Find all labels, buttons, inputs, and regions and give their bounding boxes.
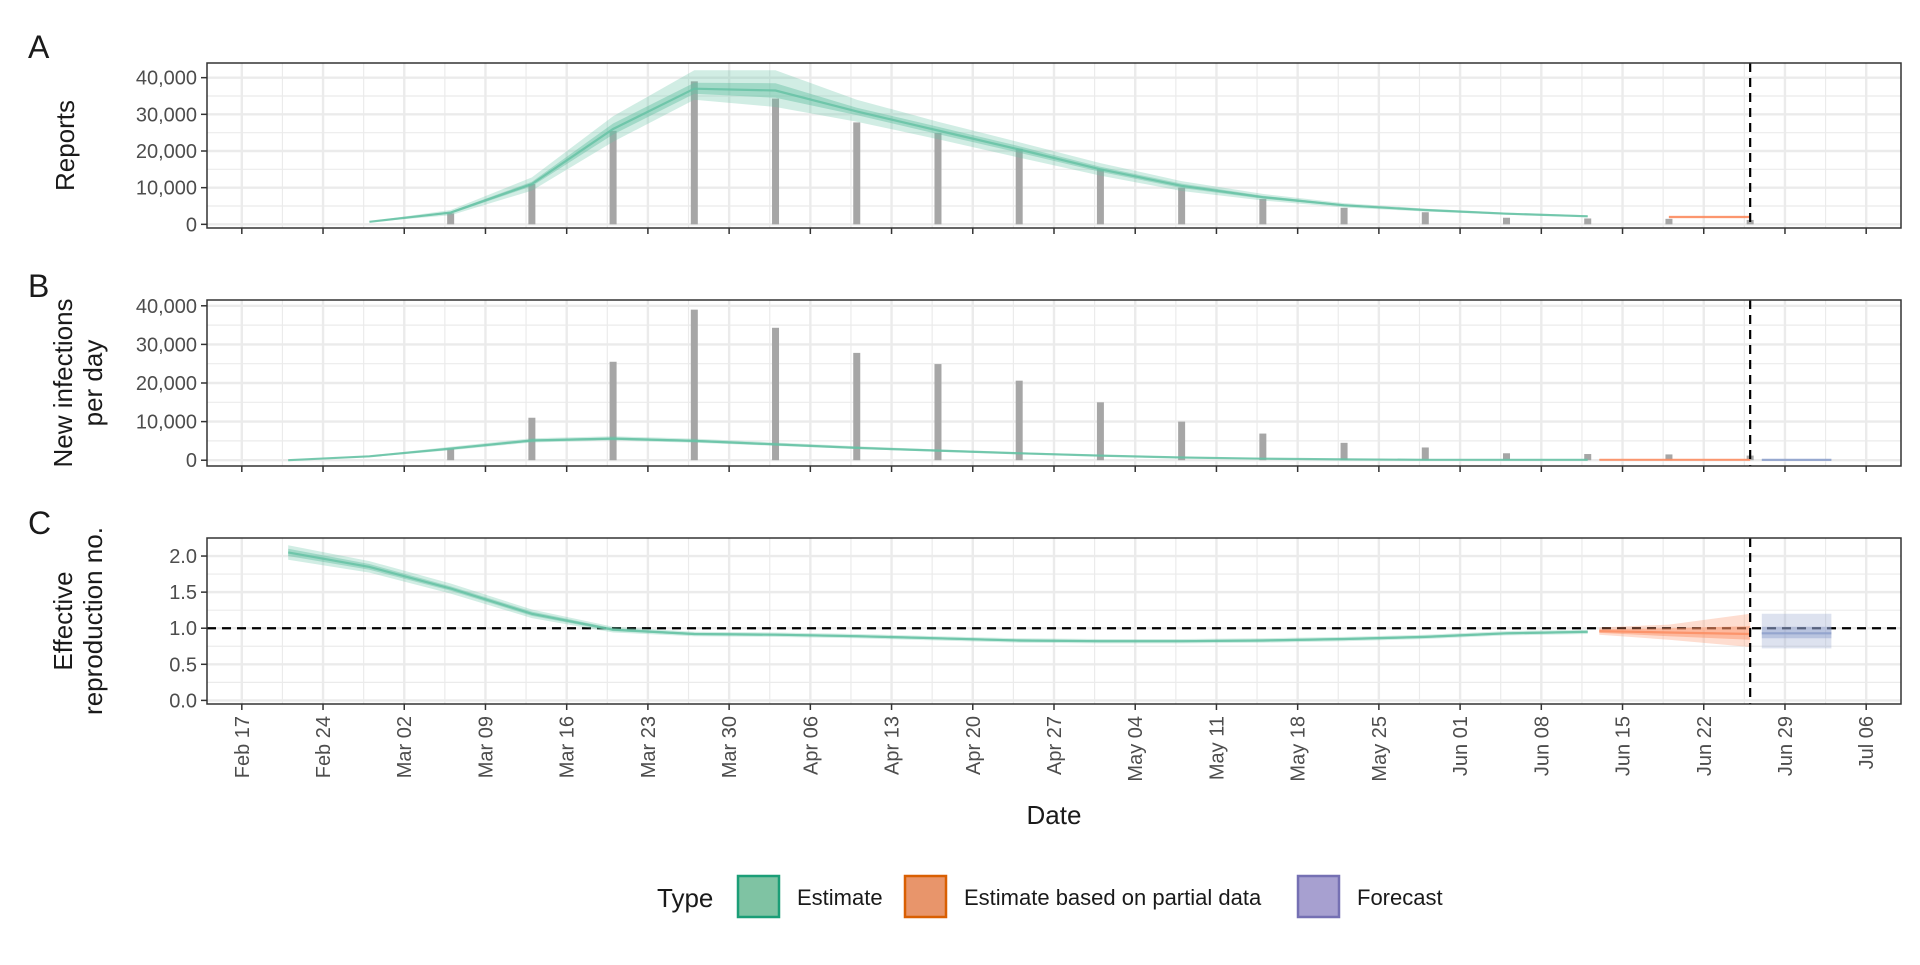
- y-tick-label: 2.0: [169, 546, 197, 568]
- x-tick-label: Jun 01: [1450, 716, 1472, 776]
- case-bar: [934, 364, 941, 460]
- y-tick-label: 0: [186, 214, 197, 236]
- x-tick-label: Jun 08: [1531, 716, 1553, 776]
- case-bar: [1259, 199, 1266, 224]
- panel-a: 0 10,000 20,000 30,000 40,000 A Reports: [28, 29, 1901, 236]
- case-bar: [853, 353, 860, 460]
- legend-label: Estimate: [797, 885, 883, 910]
- y-axis-title: per day: [78, 340, 108, 427]
- case-bar: [1341, 208, 1348, 225]
- estimate-ribbon-90: [369, 70, 1587, 222]
- x-tick-label: Mar 23: [638, 716, 660, 778]
- case-bar: [1016, 149, 1023, 225]
- case-bar: [853, 122, 860, 224]
- y-tick-label: 30,000: [136, 104, 197, 126]
- x-tick-label: Mar 02: [394, 716, 416, 778]
- case-bar: [610, 131, 617, 225]
- case-bar: [1178, 422, 1185, 461]
- x-tick-label: Mar 30: [719, 716, 741, 778]
- case-bar: [934, 133, 941, 224]
- y-tick-label: 1.5: [169, 582, 197, 604]
- panel-tag-c: C: [28, 505, 51, 541]
- x-tick-label: Apr 27: [1044, 716, 1066, 775]
- case-bar: [1097, 169, 1104, 224]
- case-bar: [772, 328, 779, 460]
- legend-label: Estimate based on partial data: [964, 885, 1262, 910]
- y-tick-label: 10,000: [136, 178, 197, 200]
- case-bar: [1178, 188, 1185, 225]
- case-bar: [1584, 218, 1591, 224]
- case-bar: [1665, 219, 1672, 225]
- case-bar: [610, 362, 617, 460]
- x-tick-label: Feb 17: [232, 716, 254, 778]
- case-bar: [1097, 402, 1104, 460]
- legend-swatch: [905, 876, 946, 917]
- y-tick-label: 0: [186, 450, 197, 472]
- legend: Type Estimate Estimate based on partial da…: [657, 876, 1443, 917]
- y-axis-title: reproduction no.: [78, 527, 108, 715]
- estimate-ribbon-50: [369, 83, 1587, 222]
- y-axis-title: New infections: [48, 298, 78, 467]
- case-bar: [1016, 381, 1023, 461]
- case-bar: [1422, 212, 1429, 224]
- x-tick-label: Apr 20: [963, 716, 985, 775]
- case-bar: [1422, 447, 1429, 460]
- y-axis-title: Effective: [48, 571, 78, 670]
- x-tick-label: Apr 13: [882, 716, 904, 775]
- y-tick-label: 0.0: [169, 690, 197, 712]
- y-tick-label: 20,000: [136, 373, 197, 395]
- x-tick-label: Jul 06: [1856, 716, 1878, 769]
- case-bar: [1259, 434, 1266, 461]
- x-tick-label: Feb 24: [313, 716, 335, 778]
- x-tick-label: May 11: [1206, 716, 1228, 780]
- legend-title: Type: [657, 883, 713, 913]
- legend-swatch: [1298, 876, 1339, 917]
- case-bar: [1341, 443, 1348, 460]
- y-axis-title: Reports: [50, 100, 80, 191]
- x-tick-label: Apr 06: [800, 716, 822, 775]
- x-tick-label: May 18: [1288, 716, 1310, 782]
- estimate-median-line: [369, 89, 1587, 222]
- y-tick-label: 40,000: [136, 68, 197, 90]
- case-bar: [691, 81, 698, 224]
- x-tick-label: Mar 16: [557, 716, 579, 778]
- case-bar: [691, 310, 698, 461]
- x-axis-title: Date: [1027, 800, 1082, 830]
- x-tick-label: May 04: [1125, 716, 1147, 782]
- legend-swatch: [738, 876, 779, 917]
- x-tick-label: Jun 22: [1694, 716, 1716, 776]
- case-bar: [772, 99, 779, 225]
- x-tick-label: Jun 15: [1613, 716, 1635, 776]
- x-tick-label: Mar 09: [475, 716, 497, 778]
- case-bar: [1503, 218, 1510, 225]
- x-tick-label: May 25: [1369, 716, 1391, 782]
- y-tick-label: 10,000: [136, 412, 197, 434]
- legend-label: Forecast: [1357, 885, 1443, 910]
- y-tick-label: 0.5: [169, 654, 197, 676]
- panel-tag-a: A: [28, 29, 50, 65]
- y-tick-label: 20,000: [136, 141, 197, 163]
- y-tick-label: 30,000: [136, 334, 197, 356]
- panel-tag-b: B: [28, 268, 49, 304]
- y-tick-label: 40,000: [136, 296, 197, 318]
- y-tick-label: 1.0: [169, 618, 197, 640]
- x-tick-label: Jun 29: [1775, 716, 1797, 776]
